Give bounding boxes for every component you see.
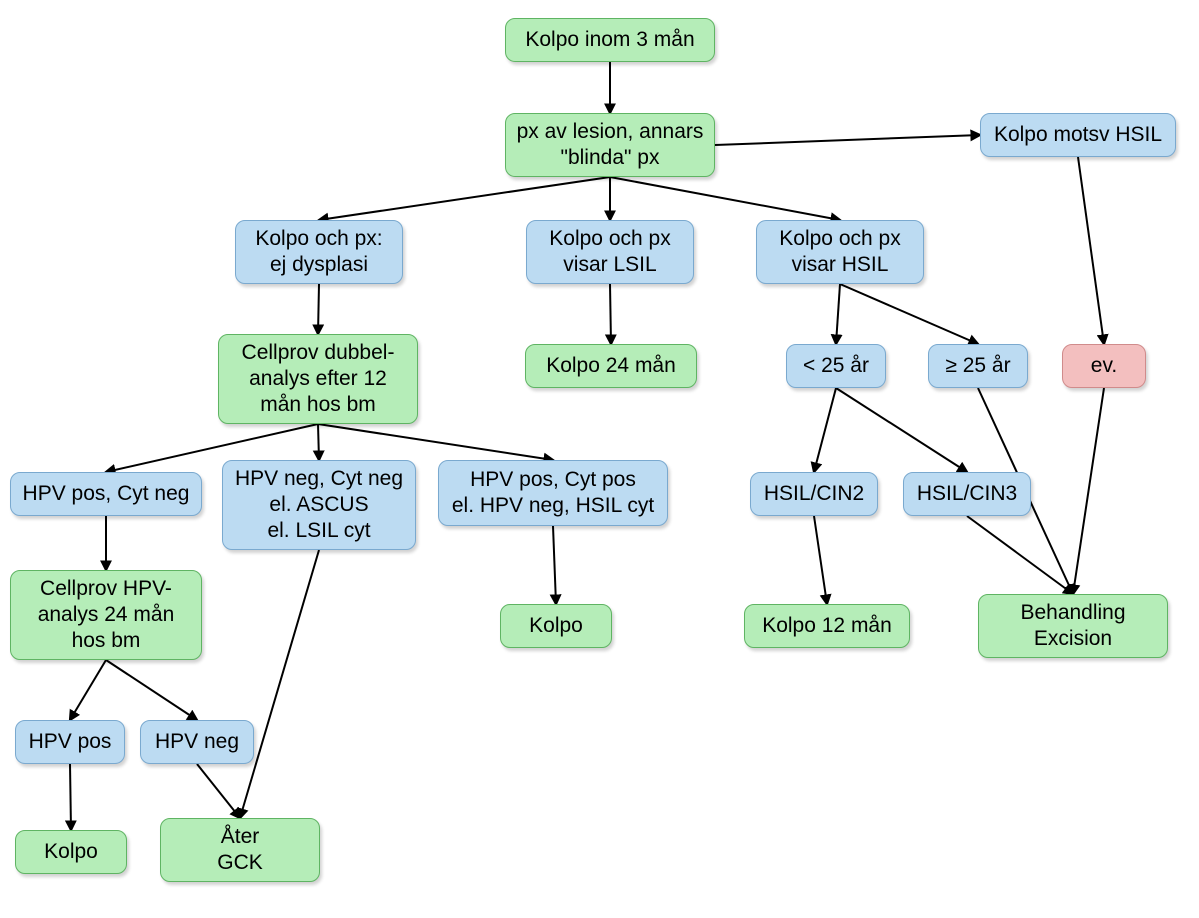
flowchart-node-n23: Kolpo: [15, 830, 127, 874]
flowchart-node-n13: HPV neg, Cyt neg el. ASCUS el. LSIL cyt: [222, 460, 416, 550]
flowchart-edge-n22-n24: [197, 764, 240, 818]
flowchart-node-n8: Kolpo 24 mån: [525, 344, 697, 388]
flowchart-edge-n6-n10: [840, 284, 978, 344]
flowchart-edge-n15-n19: [814, 516, 827, 604]
flowchart-node-n15: HSIL/CIN2: [750, 472, 878, 516]
flowchart-edge-n16-n20: [967, 516, 1073, 594]
flowchart-edge-n17-n21: [70, 660, 106, 720]
flowchart-node-n17: Cellprov HPV- analys 24 mån hos bm: [10, 570, 202, 660]
flowchart-edge-n6-n9: [836, 284, 840, 344]
flowchart-node-n2: px av lesion, annars "blinda" px: [505, 113, 715, 177]
flowchart-edge-n2-n6: [610, 177, 840, 220]
flowchart-node-n7: Cellprov dubbel- analys efter 12 mån hos…: [218, 334, 418, 424]
flowchart-edge-n9-n15: [814, 388, 836, 472]
flowchart-edge-n21-n23: [70, 764, 71, 830]
flowchart-node-n19: Kolpo 12 mån: [744, 604, 910, 648]
flowchart-edge-n2-n3: [715, 135, 980, 145]
flowchart-edge-n5-n8: [610, 284, 611, 344]
flowchart-node-n5: Kolpo och px visar LSIL: [526, 220, 694, 284]
flowchart-node-n24: Åter GCK: [160, 818, 320, 882]
flowchart-node-n18: Kolpo: [500, 604, 612, 648]
flowchart-node-n14: HPV pos, Cyt pos el. HPV neg, HSIL cyt: [438, 460, 668, 526]
flowchart-node-n10: ≥ 25 år: [928, 344, 1028, 388]
flowchart-edge-n9-n16: [836, 388, 967, 472]
flowchart-node-n11: ev.: [1062, 344, 1146, 388]
flowchart-node-n21: HPV pos: [15, 720, 125, 764]
flowchart-edge-n13-n24: [240, 550, 319, 818]
flowchart-edge-n14-n18: [553, 526, 556, 604]
flowchart-node-n4: Kolpo och px: ej dysplasi: [235, 220, 403, 284]
flowchart-node-n16: HSIL/CIN3: [903, 472, 1031, 516]
flowchart-edge-n3-n11: [1078, 157, 1104, 344]
flowchart-edge-n17-n22: [106, 660, 197, 720]
flowchart-canvas: Kolpo inom 3 mån px av lesion, annars "bl…: [0, 0, 1199, 918]
flowchart-node-n12: HPV pos, Cyt neg: [10, 472, 202, 516]
flowchart-node-n20: Behandling Excision: [978, 594, 1168, 658]
flowchart-edge-n11-n20: [1073, 388, 1104, 594]
flowchart-edge-n7-n13: [318, 424, 319, 460]
flowchart-node-n3: Kolpo motsv HSIL: [980, 113, 1176, 157]
flowchart-node-n9: < 25 år: [786, 344, 886, 388]
flowchart-node-n1: Kolpo inom 3 mån: [505, 18, 715, 62]
flowchart-edge-n2-n4: [319, 177, 610, 220]
flowchart-node-n22: HPV neg: [140, 720, 254, 764]
flowchart-node-n6: Kolpo och px visar HSIL: [756, 220, 924, 284]
flowchart-edge-n7-n14: [318, 424, 553, 460]
flowchart-edge-n4-n7: [318, 284, 319, 334]
